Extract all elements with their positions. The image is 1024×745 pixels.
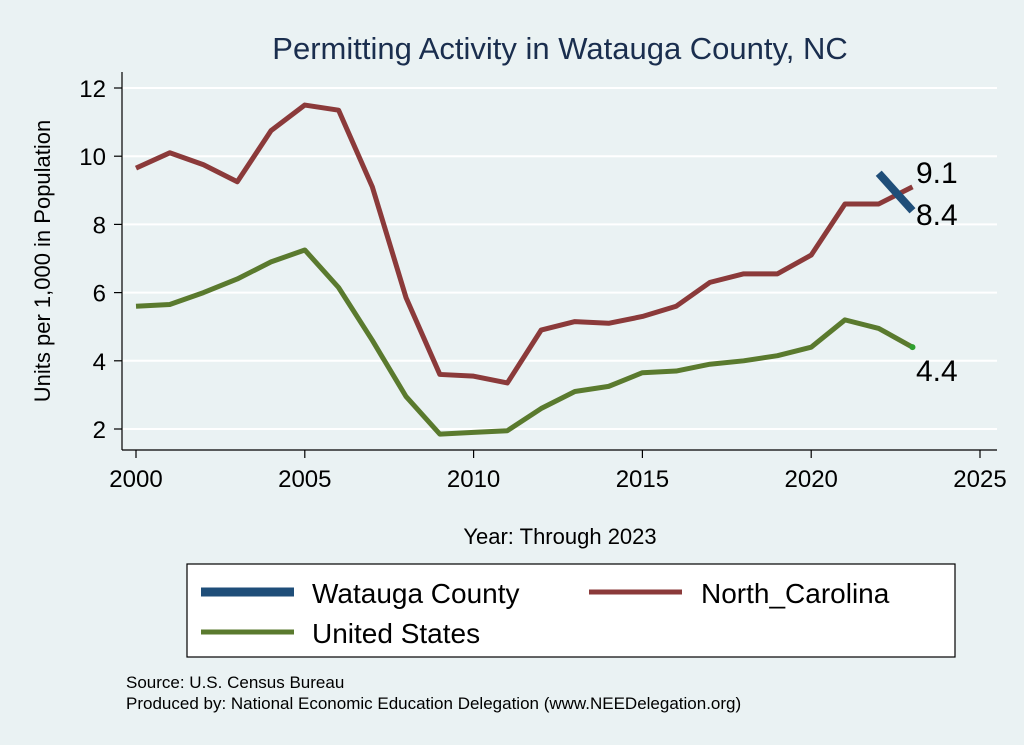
series-line-watauga-county — [875, 170, 916, 214]
x-tick-label: 2005 — [278, 466, 331, 493]
x-tick-label: 2020 — [785, 466, 838, 493]
x-ticks: 2000 2005 2010 2015 2020 2025 — [109, 450, 1007, 493]
x-tick-label: 2015 — [616, 466, 669, 493]
legend-label-watauga-county: Watauga County — [312, 578, 520, 609]
end-labels: 8.4 9.1 4.4 — [916, 157, 958, 388]
producer-note: Produced by: National Economic Education… — [126, 694, 741, 713]
y-axis-label: Units per 1,000 in Population — [30, 120, 55, 403]
y-tick-label: 4 — [93, 349, 106, 376]
y-tick-label: 2 — [93, 417, 106, 444]
us-endpoint-marker — [909, 344, 916, 351]
x-tick-label: 2025 — [953, 466, 1006, 493]
legend: Watauga County North_Carolina United State… — [186, 563, 956, 658]
y-tick-label: 6 — [93, 281, 106, 308]
end-label-united-states: 4.4 — [916, 355, 958, 388]
legend-box — [186, 563, 956, 658]
x-tick-label: 2010 — [447, 466, 500, 493]
series-lines — [134, 102, 916, 437]
legend-label-united-states: United States — [312, 618, 480, 649]
y-tick-label: 10 — [79, 144, 106, 171]
plot-area — [122, 72, 997, 450]
end-label-watauga-county: 8.4 — [916, 199, 958, 232]
series-line-united-states — [135, 247, 914, 437]
source-note: Source: U.S. Census Bureau — [126, 673, 344, 692]
series-line-north-carolina — [134, 102, 914, 386]
gridlines — [122, 87, 997, 430]
x-tick-label: 2000 — [109, 466, 162, 493]
end-label-north-carolina: 9.1 — [916, 157, 958, 190]
chart-title: Permitting Activity in Watauga County, N… — [272, 31, 847, 66]
y-tick-label: 8 — [93, 212, 106, 239]
y-tick-label: 12 — [79, 76, 106, 103]
legend-label-north-carolina: North_Carolina — [701, 578, 890, 609]
y-ticks: 2 4 6 8 10 12 — [79, 76, 122, 444]
x-axis-label: Year: Through 2023 — [463, 524, 656, 549]
